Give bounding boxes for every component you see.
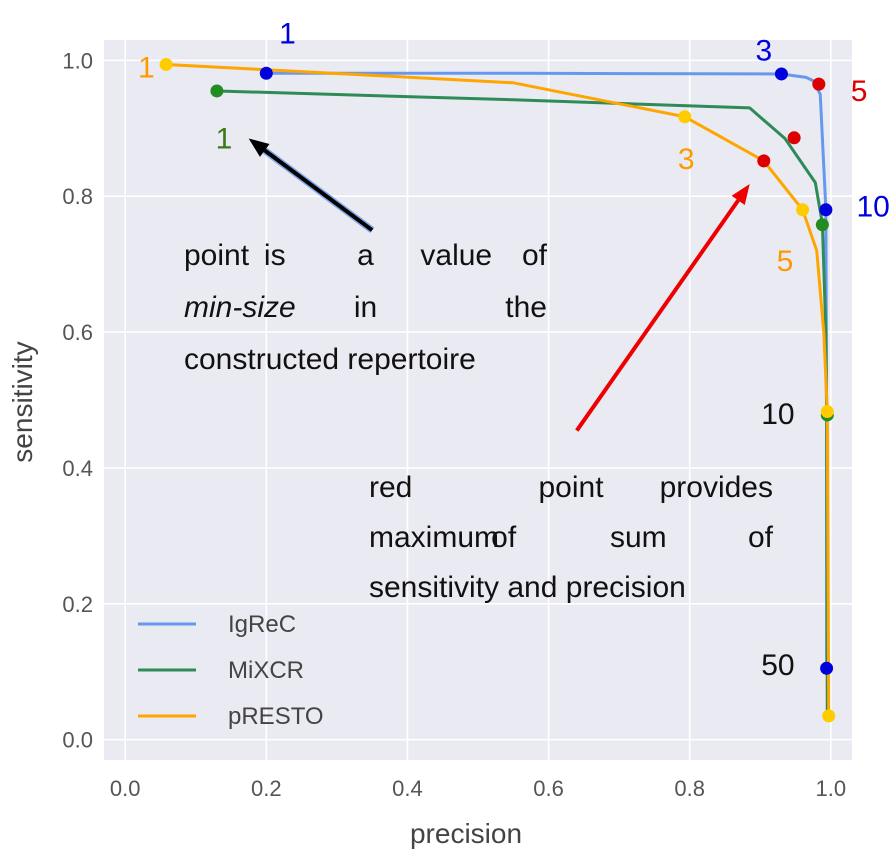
legend-label: MiXCR: [228, 657, 304, 684]
marker-presto: [757, 154, 771, 168]
tick-labels: 0.0 0.2 0.4 0.6 0.8 1.0 0.0 0.2 0.4 0.6 0.8 1.0: [62, 48, 846, 801]
annotation-word: min-size: [184, 291, 296, 324]
annotation-word: maximum: [369, 521, 499, 554]
annotation-word: point: [538, 471, 604, 504]
point-label: 5: [777, 245, 794, 278]
annotation-word: a: [357, 239, 374, 272]
x-tick-label: 0.0: [110, 776, 141, 801]
annotation-word: value: [420, 239, 492, 272]
marker-presto: [796, 203, 810, 217]
point-label: 1: [138, 51, 155, 84]
y-tick-label: 0.2: [62, 592, 93, 617]
data-markers: [159, 57, 836, 723]
x-tick-label: 0.6: [533, 776, 564, 801]
annotation-word: point: [184, 239, 250, 272]
marker-igrec: [819, 203, 833, 217]
y-tick-label: 0.8: [62, 184, 93, 209]
point-labels: 1 1 1 3 3 5 5 10 10 50: [138, 17, 890, 682]
arrow-red-shaft: [575, 199, 740, 432]
y-tick-label: 1.0: [62, 48, 93, 73]
point-label: 1: [279, 17, 296, 50]
x-axis-label: precision: [410, 818, 522, 849]
point-label: 3: [755, 34, 772, 67]
marker-igrec: [820, 661, 834, 675]
marker-presto: [159, 57, 173, 71]
marker-mixcr: [210, 84, 224, 98]
arrow-red-head: [731, 184, 750, 205]
plot-background: [104, 40, 852, 760]
point-label: 50: [761, 649, 794, 682]
grid: [104, 40, 852, 760]
point-label: 10: [856, 191, 889, 224]
annotation-word: red: [369, 471, 412, 504]
annotation-word: sum: [610, 521, 667, 554]
marker-igrec: [774, 67, 788, 81]
x-tick-label: 0.4: [392, 776, 423, 801]
annotation-word: in: [354, 291, 377, 324]
x-tick-label: 0.8: [674, 776, 705, 801]
annotation-word: constructed repertoire: [184, 343, 476, 376]
point-label: 1: [216, 123, 233, 156]
marker-presto: [820, 405, 834, 419]
annotation-word: is: [264, 239, 286, 272]
legend-label: IgReC: [228, 611, 296, 638]
annotation-word: of: [748, 521, 774, 554]
point-label: 10: [761, 398, 794, 431]
arrow-black-shaft: [263, 148, 374, 232]
x-tick-label: 1.0: [816, 776, 847, 801]
marker-presto: [678, 110, 692, 124]
annotation-word: the: [505, 291, 547, 324]
annotation-word: of: [522, 239, 548, 272]
point-label: 5: [851, 75, 868, 108]
y-tick-label: 0.6: [62, 320, 93, 345]
marker-mixcr: [787, 131, 801, 145]
y-axis-label: sensitivity: [7, 341, 38, 462]
y-tick-label: 0.4: [62, 456, 93, 481]
x-tick-label: 0.2: [251, 776, 282, 801]
annotation-word: sensitivity and precision: [369, 571, 686, 604]
annotation-arrows: [248, 138, 750, 432]
marker-mixcr: [815, 218, 829, 232]
arrow-black-head: [248, 138, 270, 157]
marker-igrec: [259, 66, 273, 80]
y-tick-label: 0.0: [62, 728, 93, 753]
legend: IgReC MiXCR pRESTO: [138, 611, 324, 730]
legend-label: pRESTO: [228, 703, 324, 730]
marker-red: [812, 77, 826, 91]
marker-presto: [822, 709, 836, 723]
annotation-word: provides: [660, 471, 773, 504]
point-label: 3: [678, 143, 695, 176]
annotation-word: of: [491, 521, 517, 554]
